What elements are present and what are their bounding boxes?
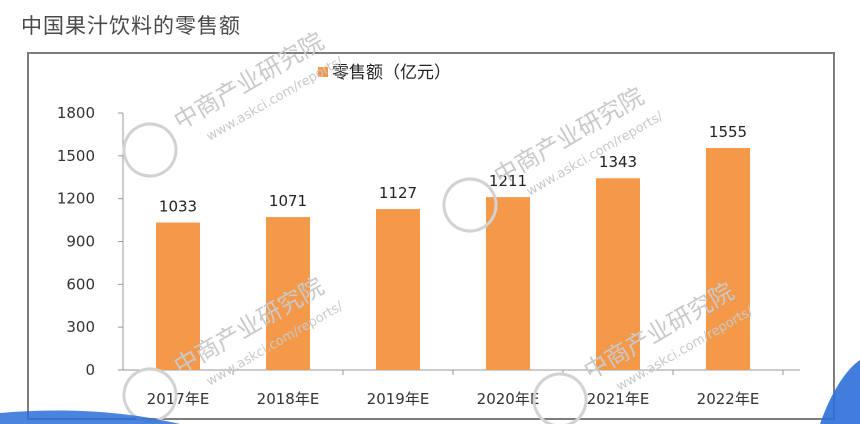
data-label: 1033 bbox=[159, 198, 197, 216]
y-tick-label: 600 bbox=[66, 275, 95, 293]
y-tick-label: 1200 bbox=[57, 190, 95, 208]
y-tick-label: 1500 bbox=[57, 147, 95, 165]
x-tick-label: 2019年E bbox=[367, 390, 430, 408]
y-tick-label: 0 bbox=[85, 361, 95, 379]
x-tick-label: 2021年E bbox=[587, 390, 650, 408]
data-label: 1211 bbox=[489, 172, 527, 190]
x-tick-label: 2020年E bbox=[477, 390, 540, 408]
bar bbox=[156, 222, 200, 370]
slide-title: 中国果汁饮料的零售额 bbox=[21, 14, 241, 38]
legend-swatch bbox=[318, 67, 328, 77]
data-label: 1343 bbox=[599, 153, 637, 171]
data-label: 1127 bbox=[379, 184, 417, 202]
bar bbox=[706, 147, 750, 370]
data-label: 1071 bbox=[269, 192, 307, 210]
data-label: 1555 bbox=[709, 123, 747, 141]
legend-label: 零售额（亿元） bbox=[332, 63, 451, 83]
bar bbox=[376, 209, 420, 370]
bar bbox=[486, 197, 530, 370]
x-tick-label: 2022年E bbox=[697, 390, 760, 408]
bar bbox=[266, 217, 310, 370]
y-tick-label: 300 bbox=[66, 318, 95, 336]
y-tick-label: 900 bbox=[66, 233, 95, 251]
bar bbox=[596, 178, 640, 370]
y-tick-label: 1800 bbox=[57, 104, 95, 122]
x-tick-label: 2017年E bbox=[147, 390, 210, 408]
x-tick-label: 2018年E bbox=[257, 390, 320, 408]
